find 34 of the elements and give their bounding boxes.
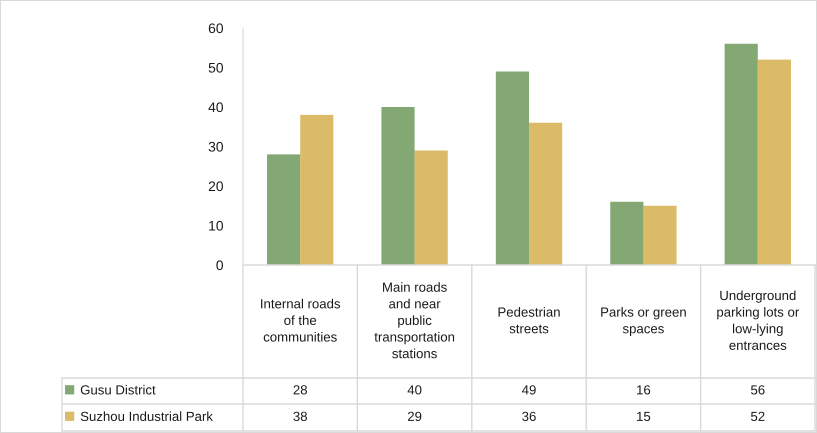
bar xyxy=(724,44,758,265)
x-tick-label: Parks or green spaces xyxy=(601,307,686,336)
y-tick-label: 60 xyxy=(208,23,224,34)
bar xyxy=(496,71,529,265)
x-tick-label: Main roads and near public transportation stations xyxy=(374,282,454,358)
bar xyxy=(529,122,562,265)
x-tick-label: Pedestrian streets xyxy=(498,307,560,334)
data-label: 40 xyxy=(408,385,422,395)
y-tick-label: 50 xyxy=(208,62,224,73)
y-tick-label: 40 xyxy=(208,102,224,112)
bar xyxy=(300,114,334,265)
bar xyxy=(267,154,300,265)
y-tick-label: 10 xyxy=(209,220,224,231)
y-tick-label: 20 xyxy=(208,181,224,192)
bar xyxy=(758,60,791,265)
legend-label: Gusu District xyxy=(80,384,156,395)
data-label: 28 xyxy=(294,385,307,395)
data-label: 49 xyxy=(522,385,536,395)
x-tick-label: Internal roads of the communities xyxy=(261,298,340,342)
bar xyxy=(414,150,448,265)
bar xyxy=(610,202,644,265)
data-label: 38 xyxy=(293,412,307,422)
data-label: 16 xyxy=(637,385,650,395)
bar xyxy=(643,206,677,265)
y-tick-label: 30 xyxy=(208,142,224,152)
data-label: 29 xyxy=(408,412,422,422)
data-label: 52 xyxy=(750,412,764,422)
y-tick-label: 0 xyxy=(216,260,224,270)
x-tick-label: Underground parking lots or low-lying entrances xyxy=(717,290,800,350)
legend-label: Suzhou Industrial Park xyxy=(80,411,213,422)
data-label: 56 xyxy=(750,385,765,395)
bar xyxy=(381,107,415,265)
data-label: 15 xyxy=(637,412,650,422)
data-label: 36 xyxy=(522,412,536,422)
